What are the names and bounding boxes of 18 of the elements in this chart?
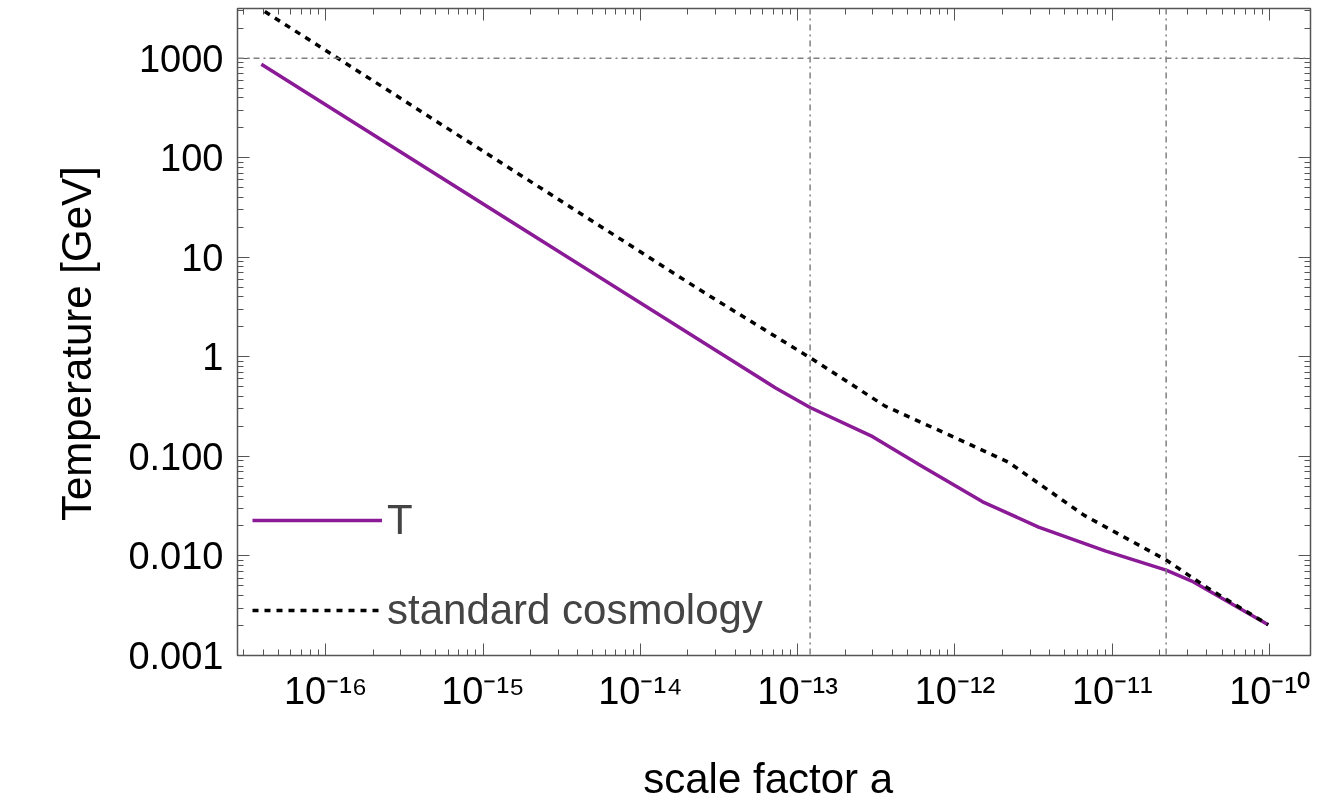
x-tick-label: 10⁻¹⁴ bbox=[598, 669, 683, 712]
y-tick-label: 10 bbox=[181, 236, 224, 279]
y-tick-label: 1 bbox=[202, 336, 224, 379]
x-axis-title: scale factor a bbox=[643, 754, 894, 802]
y-tick-label: 0.010 bbox=[128, 535, 224, 578]
y-tick-label: 100 bbox=[160, 137, 224, 180]
x-tick-label: 10⁻¹² bbox=[914, 669, 996, 712]
y-tick-label: 0.100 bbox=[128, 435, 224, 478]
y-tick-label: 0.001 bbox=[128, 635, 224, 677]
x-tick-label: 10⁻¹¹ bbox=[1071, 669, 1153, 712]
y-tick-label: 1000 bbox=[138, 37, 224, 80]
x-tick-label: 10⁻¹⁶ bbox=[283, 669, 368, 712]
y-axis-title: Temperature [GeV] bbox=[53, 166, 101, 522]
x-tick-label: 10⁻¹³ bbox=[757, 669, 838, 712]
legend-label: standard cosmology bbox=[387, 585, 763, 635]
x-tick-label: 10⁻¹⁰ bbox=[1229, 669, 1311, 712]
x-tick-label: 10⁻¹⁵ bbox=[441, 669, 525, 712]
legend-label: T bbox=[387, 495, 413, 545]
